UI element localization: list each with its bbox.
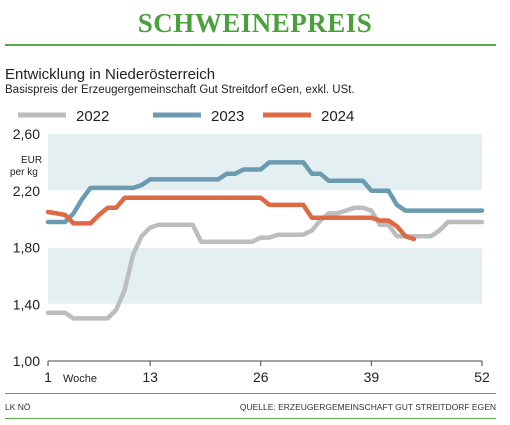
series-line-2023 <box>45 160 485 225</box>
chart-title: SCHWEINEPREIS <box>137 8 373 38</box>
y-unit-label: EUR <box>21 155 42 166</box>
x-tick-label: 1 <box>44 369 52 385</box>
chart-note: Basispreis der Erzeugergemeinschaft Gut … <box>5 84 355 96</box>
x-tick-label: 26 <box>253 369 269 385</box>
y-tick-label: 2,20 <box>13 183 40 199</box>
y-unit-label: per kg <box>10 167 38 178</box>
legend-label: 2022 <box>76 108 109 125</box>
footer-source-left: LK NÖ <box>5 402 31 412</box>
footer-divider <box>5 393 496 394</box>
y-tick-label: 2,60 <box>13 126 40 142</box>
legend-label: 2024 <box>321 108 354 125</box>
background-band <box>48 134 482 191</box>
x-tick-label: 39 <box>364 369 380 385</box>
title-divider <box>5 44 496 46</box>
x-tick-label: 52 <box>474 369 490 385</box>
y-tick-label: 1,80 <box>13 240 40 256</box>
bottom-divider <box>5 418 496 419</box>
legend-label: 2023 <box>211 108 244 125</box>
background-band <box>48 247 482 305</box>
y-tick-label: 1,40 <box>13 296 40 312</box>
x-axis-label: Woche <box>63 373 97 385</box>
series-line-2024 <box>45 195 417 242</box>
x-tick-label: 13 <box>142 369 158 385</box>
footer-source-right: QUELLE: ERZEUGERGEMEINSCHAFT GUT STREITD… <box>239 402 496 412</box>
chart-subtitle: Entwicklung in Niederösterreich <box>5 66 216 83</box>
y-tick-label: 1,00 <box>13 353 40 369</box>
